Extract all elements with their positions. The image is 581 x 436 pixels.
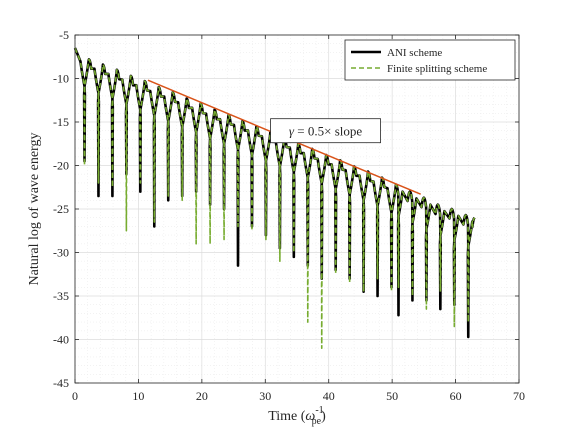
y-tick-label: -40 [53,333,69,347]
x-tick-label: 50 [386,389,398,403]
x-tick-label: 30 [259,389,271,403]
legend-label-finite: Finite splitting scheme [387,63,487,75]
x-tick-label: 0 [72,389,78,403]
annotations: γ = 0.5× slope [270,118,381,144]
x-tick-label: 20 [196,389,208,403]
y-axis-label: Natural log of wave energy [27,133,42,286]
y-tick-label: -35 [53,289,69,303]
x-tick-label: 40 [323,389,335,403]
axis-ticks: 0 10 20 30 40 50 60 70 -5 -10 -15 -20 -25 -30 -35 -40 -4… [53,28,525,403]
annotation-gamma-text: γ = 0.5× slope [289,124,362,139]
y-tick-label: -30 [53,246,69,260]
x-tick-label: 10 [132,389,144,403]
legend: ANI scheme Finite splitting scheme [344,39,516,81]
x-tick-label: 60 [450,389,462,403]
y-tick-label: -10 [53,72,69,86]
annotation-box [270,118,381,144]
legend-box [344,39,516,81]
x-tick-label: 70 [513,389,525,403]
y-tick-label: -25 [53,202,69,216]
y-tick-label: -45 [53,376,69,390]
y-tick-label: -15 [53,115,69,129]
x-axis-label: Time (ω-1 pe) [268,405,326,427]
y-tick-label: -20 [53,159,69,173]
legend-label-ani: ANI scheme [387,47,442,59]
y-tick-label: -5 [59,28,69,42]
